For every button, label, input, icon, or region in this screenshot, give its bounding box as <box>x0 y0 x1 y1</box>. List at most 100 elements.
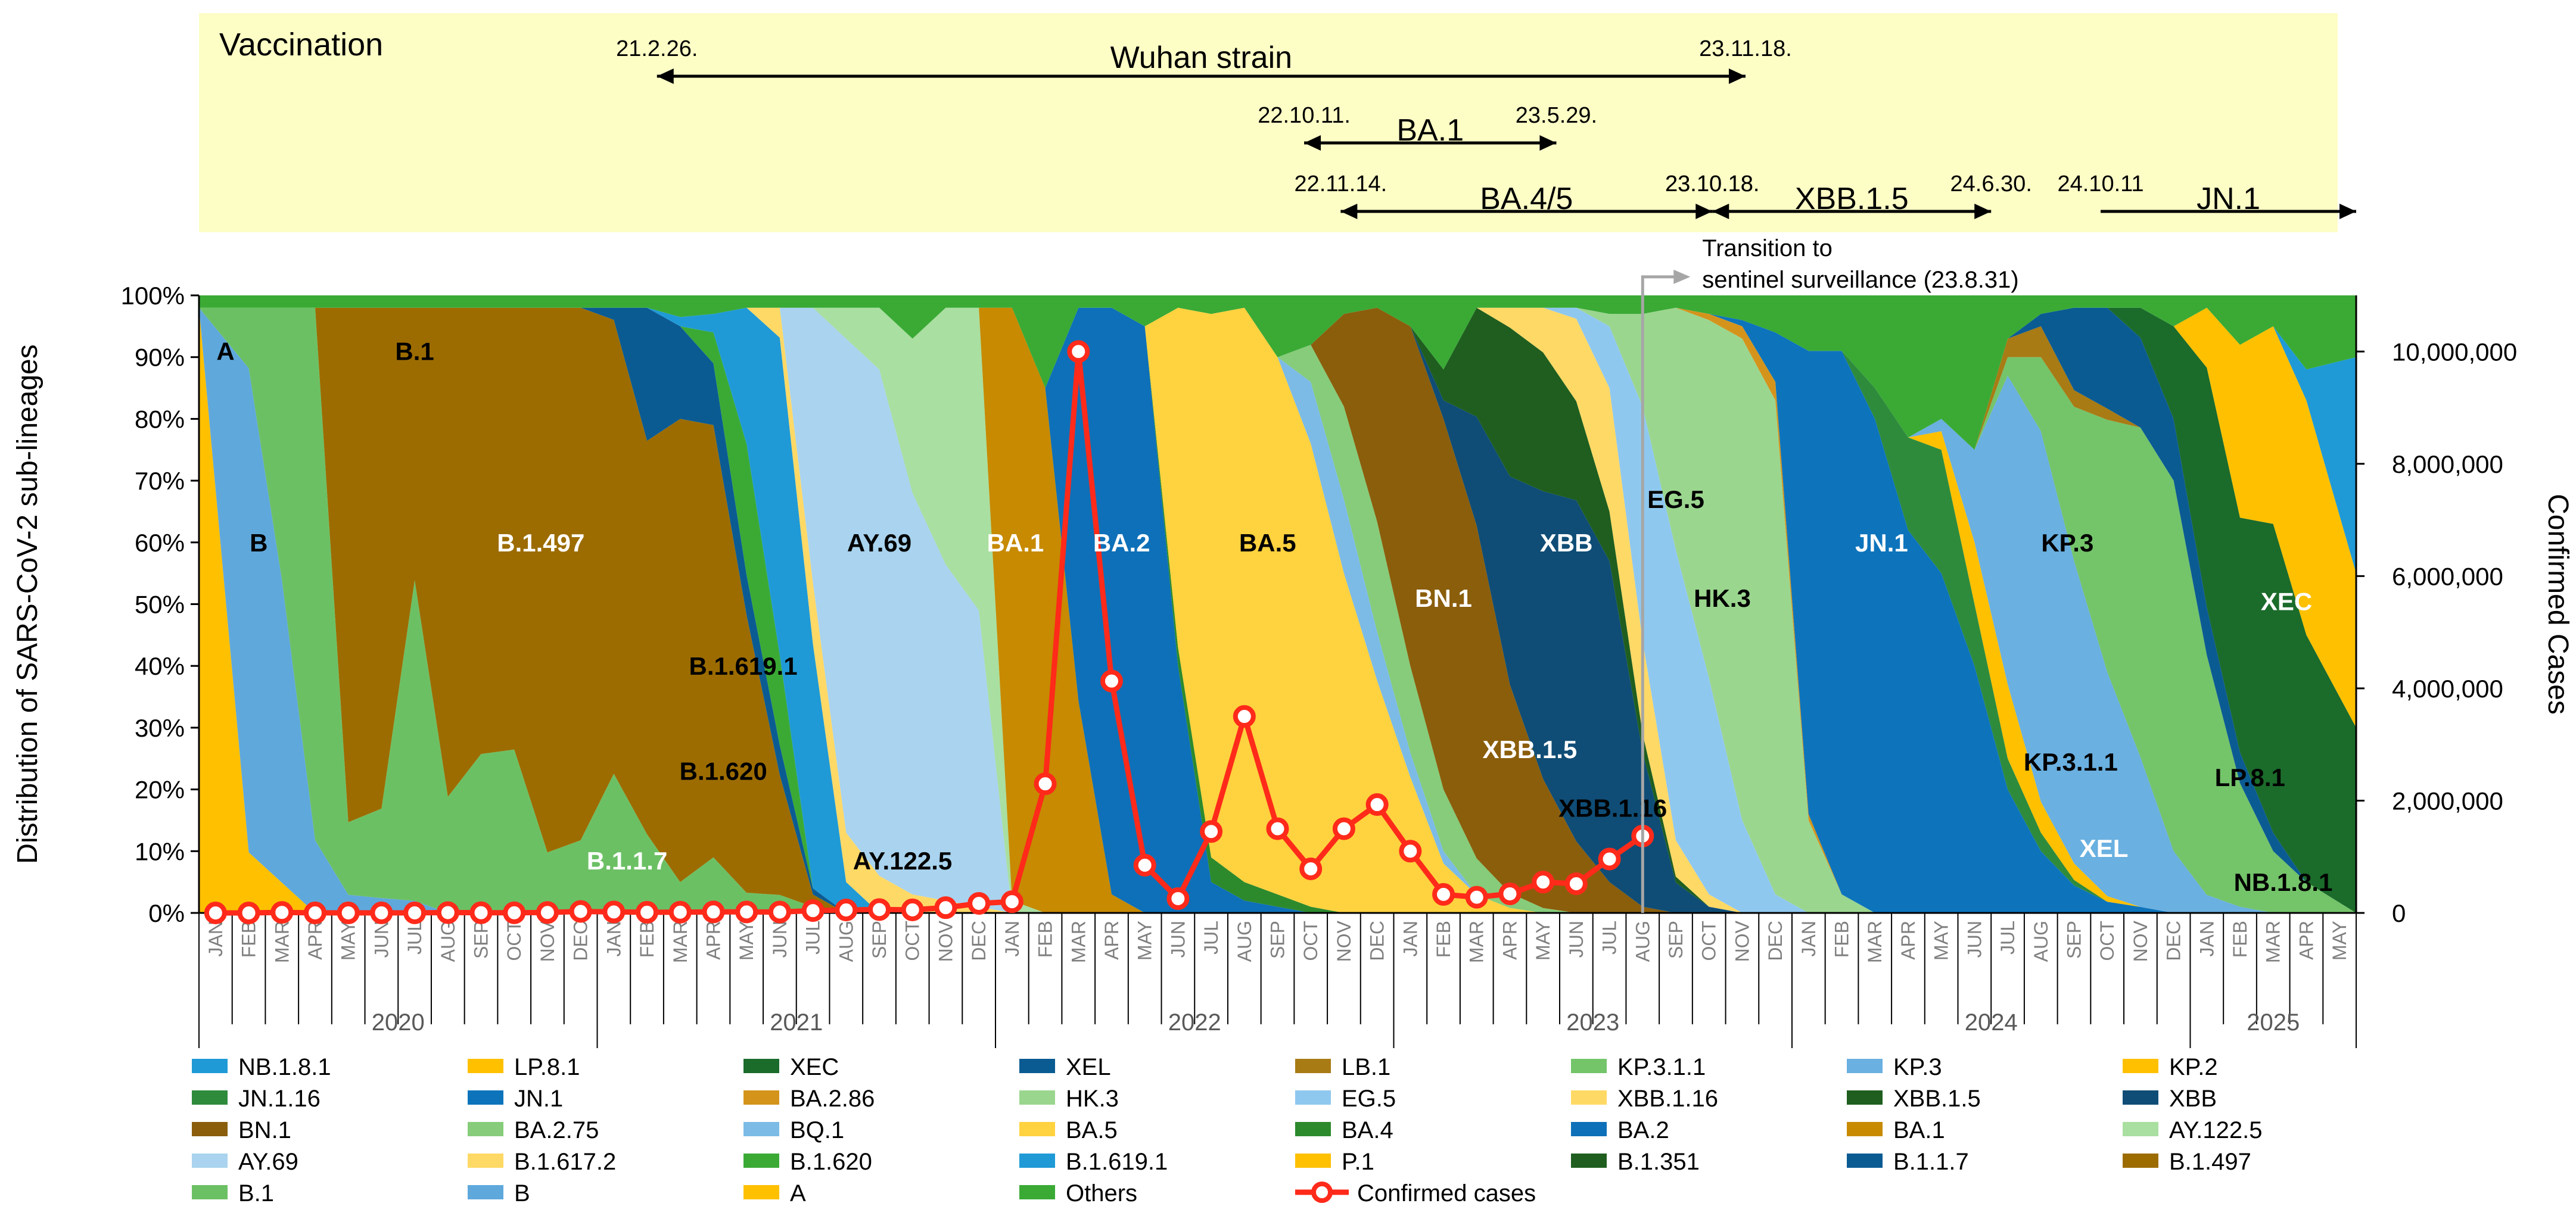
legend-item: XEC <box>743 1054 839 1080</box>
legend-swatch <box>468 1059 503 1073</box>
legend-swatch <box>1571 1154 1607 1168</box>
arrow-right-icon <box>1695 204 1713 219</box>
y-tick-label: 20% <box>135 776 185 804</box>
y2-tick-label: 6,000,000 <box>2392 562 2503 590</box>
confirmed-cases-point <box>1564 872 1588 895</box>
legend-label: B <box>514 1180 530 1207</box>
month-label: MAY <box>338 921 359 961</box>
year-label: 2023 <box>1566 1009 1619 1036</box>
month-label: MAR <box>2263 921 2284 963</box>
confirmed-cases-point <box>636 900 659 924</box>
vaccine-start-date: 22.11.14. <box>1295 172 1387 197</box>
legend-label: AY.69 <box>238 1149 298 1175</box>
month-label: JAN <box>1399 921 1421 956</box>
confirmed-cases-point <box>1399 840 1422 863</box>
confirmed-cases-point <box>237 901 260 924</box>
legend-swatch <box>1019 1059 1055 1073</box>
year-label: 2020 <box>372 1009 425 1036</box>
legend-label: XBB.1.5 <box>1893 1086 1981 1112</box>
legend-swatch <box>2123 1122 2158 1136</box>
legend-label: XBB.1.16 <box>1617 1086 1718 1112</box>
legend-swatch <box>468 1185 503 1199</box>
confirmed-cases-point <box>1432 883 1455 906</box>
month-label: APR <box>1101 921 1122 960</box>
area-label: KP.3.1.1 <box>2024 748 2118 776</box>
y-tick-label: 90% <box>135 344 185 372</box>
month-label: FEB <box>636 921 658 958</box>
legend-item: BA.1 <box>1847 1117 1945 1143</box>
legend-swatch <box>743 1154 779 1168</box>
month-label: MAY <box>736 921 757 961</box>
month-label: JAN <box>1001 921 1023 956</box>
month-label: JUL <box>1599 921 1620 955</box>
month-label: MAR <box>1068 921 1089 963</box>
legend-item: KP.3 <box>1847 1054 1942 1080</box>
month-label: MAY <box>1134 921 1156 961</box>
month-label: AUG <box>2030 921 2052 962</box>
confirmed-cases-point <box>204 901 227 924</box>
legend-label: KP.3 <box>1893 1054 1942 1080</box>
area-b-1-497 <box>199 307 2356 913</box>
year-label: 2021 <box>770 1009 823 1036</box>
legend-label: XEC <box>790 1054 839 1080</box>
confirmed-cases-point <box>868 898 891 921</box>
vaccination-panel-background <box>199 13 2338 232</box>
month-label: SEP <box>1267 921 1289 959</box>
legend-item: BN.1 <box>192 1117 291 1143</box>
confirmed-cases-point <box>403 901 427 924</box>
legend-swatch <box>1019 1090 1055 1105</box>
area-label: B.1.1.7 <box>587 847 667 875</box>
legend-swatch <box>1847 1154 1883 1168</box>
month-label: AUG <box>1632 921 1653 962</box>
area-label: XEL <box>2080 834 2129 862</box>
confirmed-cases-point <box>934 896 957 919</box>
month-label: JUN <box>769 921 791 958</box>
vaccine-bar-3: BA.4/5 22.11.14. 23.10.18. <box>1295 172 1760 219</box>
month-label: SEP <box>869 921 890 959</box>
month-label: DEC <box>1765 921 1786 961</box>
legend-label: HK.3 <box>1066 1086 1119 1112</box>
y2-tick-label: 8,000,000 <box>2392 450 2503 478</box>
legend-swatch <box>1019 1185 1055 1199</box>
month-label: FEB <box>1831 921 1853 958</box>
legend-swatch <box>1019 1122 1055 1136</box>
vaccination-panel: Vaccination Wuhan strain 21.2.26. 23.11.18… <box>199 13 2356 232</box>
legend-swatch <box>1571 1122 1607 1136</box>
legend-swatch <box>743 1185 779 1199</box>
confirmed-cases-point <box>1266 817 1289 840</box>
vaccine-name: XBB.1.5 <box>1795 182 1909 216</box>
arrow-left-icon <box>657 68 674 84</box>
vaccine-start-date: 21.2.26. <box>616 36 698 61</box>
legend-item: B.1 <box>192 1180 274 1207</box>
arrow-right-icon <box>1673 269 1691 284</box>
legend-item: B.1.620 <box>743 1149 872 1175</box>
month-label: JAN <box>603 921 624 956</box>
month-label: JUL <box>1997 921 2018 955</box>
y-tick-label: 30% <box>135 714 185 742</box>
legend-item: BA.2.86 <box>743 1086 875 1112</box>
confirmed-cases-point <box>1498 882 1522 905</box>
confirmed-cases-point <box>436 901 459 924</box>
legend-swatch <box>192 1122 228 1136</box>
plot-area <box>199 295 2356 913</box>
arrow-right-icon <box>1974 204 1992 219</box>
legend-label: EG.5 <box>1342 1086 1396 1112</box>
area-label: NB.1.8.1 <box>2234 868 2333 896</box>
legend-item: B.1.619.1 <box>1019 1149 1168 1175</box>
y-tick-label: 10% <box>135 837 185 865</box>
legend-swatch <box>1571 1059 1607 1073</box>
month-label: MAY <box>1931 921 1952 961</box>
legend-label: B.1.351 <box>1617 1149 1700 1175</box>
area-label: XEC <box>2261 587 2312 615</box>
confirmed-cases-point <box>967 891 991 915</box>
area-label: XBB.1.5 <box>1483 735 1578 763</box>
confirmed-cases-point <box>602 900 626 924</box>
month-label: NOV <box>537 920 558 962</box>
legend-label: B.1.620 <box>790 1149 872 1175</box>
confirmed-cases-point <box>1365 793 1389 816</box>
month-label: JUL <box>802 921 824 955</box>
confirmed-cases-point <box>1067 340 1090 363</box>
confirmed-cases-point <box>1034 772 1057 796</box>
legend-item: BQ.1 <box>743 1117 844 1143</box>
